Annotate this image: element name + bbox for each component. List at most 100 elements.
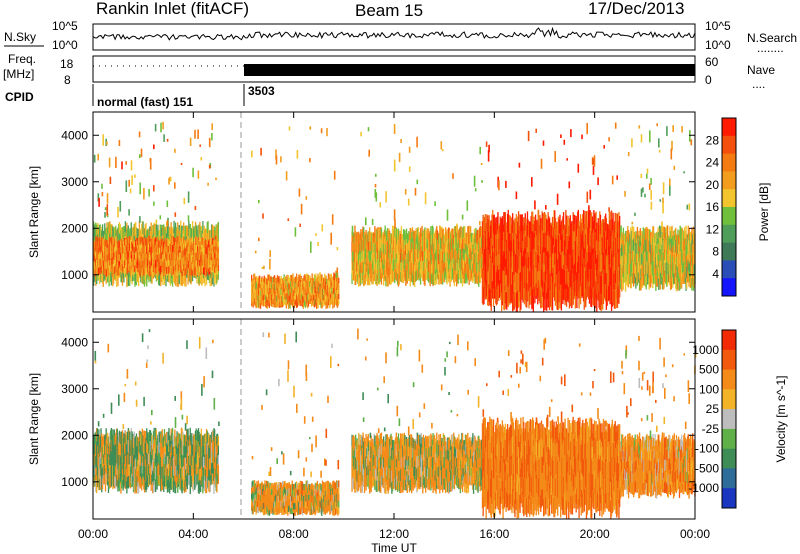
power-cell xyxy=(482,214,484,233)
power-cell xyxy=(366,242,368,253)
power-cell xyxy=(112,263,115,271)
power-cell xyxy=(186,228,189,239)
power-cell xyxy=(306,273,308,280)
power-cell xyxy=(126,273,128,287)
power-cell xyxy=(315,284,318,291)
power-cell xyxy=(96,224,98,237)
power-cell xyxy=(636,227,639,239)
power-cell xyxy=(612,284,614,302)
power-cell xyxy=(682,232,684,243)
power-cell xyxy=(318,275,320,282)
power-cell xyxy=(491,247,493,265)
power-cell xyxy=(405,259,408,271)
power-scatter-cell xyxy=(140,148,143,158)
power-cell xyxy=(543,292,545,312)
power-cell xyxy=(365,239,367,249)
power-cell xyxy=(441,271,443,283)
power-cell xyxy=(360,251,362,263)
power-cell xyxy=(190,228,192,240)
power-cell xyxy=(326,300,328,306)
power-cell xyxy=(627,274,629,287)
power-cell xyxy=(567,249,569,266)
power-cell xyxy=(366,265,369,276)
power-cell xyxy=(197,224,200,237)
power-cell xyxy=(399,259,401,270)
power-cell xyxy=(254,292,256,299)
power-cell xyxy=(613,256,616,274)
power-cell xyxy=(184,246,186,254)
power-cell xyxy=(105,228,107,240)
power-cell xyxy=(173,247,175,254)
power-cell xyxy=(585,270,587,290)
power-cell xyxy=(354,249,356,262)
power-cell xyxy=(502,270,504,286)
power-cell xyxy=(149,247,152,255)
power-cell xyxy=(427,270,429,281)
power-cell xyxy=(99,251,101,259)
power-cell xyxy=(506,292,508,310)
power-scatter-cell xyxy=(109,176,112,184)
power-cell xyxy=(188,268,191,276)
power-cell xyxy=(558,235,560,253)
power-cell xyxy=(215,246,217,254)
power-cell xyxy=(160,273,162,287)
power-cell xyxy=(335,281,338,288)
power-cell xyxy=(390,233,392,244)
power-cell xyxy=(182,264,184,272)
power-cell xyxy=(606,289,608,306)
power-cell xyxy=(268,287,271,295)
power-cell xyxy=(169,241,171,248)
power-cell xyxy=(568,256,570,272)
power-scatter-cell xyxy=(535,128,537,133)
power-cell xyxy=(151,246,153,253)
power-cell xyxy=(171,228,173,239)
power-cell xyxy=(177,236,180,244)
power-cell xyxy=(541,269,543,289)
power-cell xyxy=(115,250,117,258)
power-cell xyxy=(287,293,289,299)
power-cell xyxy=(522,256,524,272)
power-cell xyxy=(330,299,332,305)
power-cell xyxy=(557,225,559,243)
power-cell xyxy=(501,218,503,237)
power-cell xyxy=(209,230,211,242)
power-scatter-cell xyxy=(593,155,596,167)
power-cell xyxy=(686,266,688,278)
power-cell xyxy=(667,237,669,250)
power-cell xyxy=(397,275,400,287)
power-scatter-cell xyxy=(656,123,658,127)
power-cell xyxy=(387,264,389,276)
power-ytick-label: 2000 xyxy=(61,221,88,235)
power-cell xyxy=(102,275,104,287)
power-cell xyxy=(351,273,353,285)
power-cell xyxy=(118,224,120,235)
power-scatter-cell xyxy=(659,199,662,202)
power-cell xyxy=(119,224,121,235)
power-cell xyxy=(326,284,328,290)
power-cell xyxy=(550,238,552,255)
power-cell xyxy=(619,276,622,289)
power-cell xyxy=(481,226,483,237)
power-cell xyxy=(174,235,177,248)
power-cell xyxy=(494,268,496,284)
power-cell xyxy=(664,237,666,249)
power-cell xyxy=(407,234,409,244)
velocity-cell xyxy=(98,457,101,468)
power-cell xyxy=(327,286,330,293)
power-cell xyxy=(330,288,332,295)
power-cell xyxy=(574,257,577,275)
power-cell xyxy=(563,269,566,285)
power-cell xyxy=(482,268,484,287)
power-cell xyxy=(548,252,550,271)
power-cell xyxy=(193,248,195,255)
power-cell xyxy=(517,230,520,250)
power-cell xyxy=(272,301,274,308)
power-cell xyxy=(180,246,182,253)
power-cell xyxy=(386,239,389,252)
power-cell xyxy=(395,227,397,238)
power-cell xyxy=(591,269,593,289)
power-cell xyxy=(418,243,420,253)
power-cell xyxy=(536,250,538,266)
power-cell xyxy=(676,245,678,257)
power-cell xyxy=(300,288,302,295)
